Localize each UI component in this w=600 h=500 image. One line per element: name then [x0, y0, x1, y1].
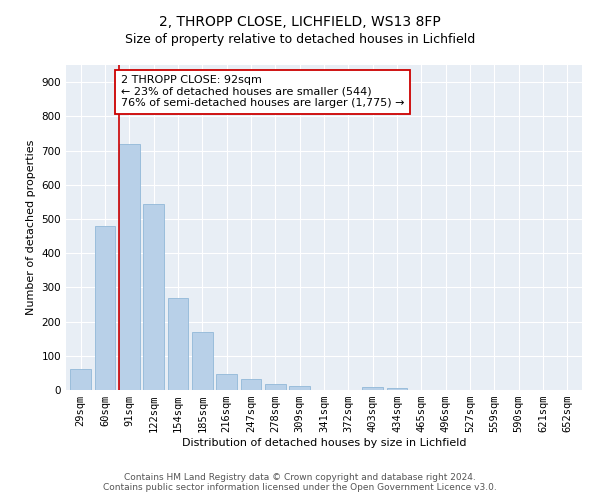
Bar: [95, 226, 115, 390]
Text: 2, THROPP CLOSE, LICHFIELD, WS13 8FP: 2, THROPP CLOSE, LICHFIELD, WS13 8FP: [159, 15, 441, 29]
Bar: [143, 204, 164, 390]
Bar: [289, 386, 310, 390]
Text: 2 THROPP CLOSE: 92sqm
← 23% of detached houses are smaller (544)
76% of semi-det: 2 THROPP CLOSE: 92sqm ← 23% of detached …: [121, 76, 404, 108]
Bar: [386, 388, 407, 390]
Bar: [192, 332, 212, 390]
Bar: [167, 298, 188, 390]
Bar: [265, 384, 286, 390]
Text: Contains HM Land Registry data © Crown copyright and database right 2024.
Contai: Contains HM Land Registry data © Crown c…: [103, 473, 497, 492]
Bar: [241, 378, 262, 390]
X-axis label: Distribution of detached houses by size in Lichfield: Distribution of detached houses by size …: [182, 438, 466, 448]
Text: Size of property relative to detached houses in Lichfield: Size of property relative to detached ho…: [125, 32, 475, 46]
Y-axis label: Number of detached properties: Number of detached properties: [26, 140, 36, 315]
Bar: [362, 388, 383, 390]
Bar: [216, 374, 237, 390]
Bar: [70, 369, 91, 390]
Bar: [119, 144, 140, 390]
